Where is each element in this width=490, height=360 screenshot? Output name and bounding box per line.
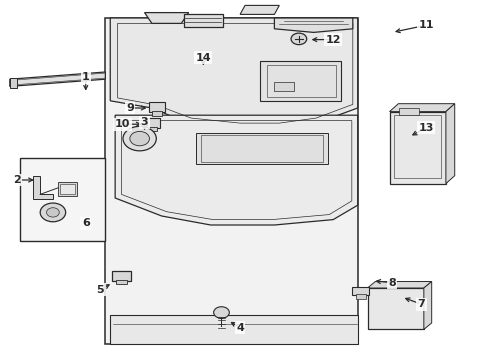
Bar bbox=[112, 271, 131, 281]
Text: 8: 8 bbox=[388, 278, 396, 288]
Polygon shape bbox=[390, 104, 455, 112]
Polygon shape bbox=[145, 13, 189, 23]
Text: 2: 2 bbox=[13, 175, 21, 185]
Polygon shape bbox=[110, 18, 358, 128]
Polygon shape bbox=[184, 14, 223, 27]
Text: 3: 3 bbox=[141, 117, 148, 127]
Polygon shape bbox=[33, 176, 53, 199]
Bar bbox=[390, 112, 446, 184]
Text: 11: 11 bbox=[418, 20, 434, 30]
Bar bbox=[149, 102, 165, 112]
Circle shape bbox=[47, 208, 59, 217]
Polygon shape bbox=[115, 115, 358, 225]
Bar bbox=[105, 18, 358, 344]
Bar bbox=[60, 184, 75, 194]
Bar bbox=[356, 294, 366, 299]
Text: 6: 6 bbox=[82, 218, 90, 228]
Bar bbox=[368, 288, 424, 329]
Bar bbox=[152, 111, 162, 116]
Polygon shape bbox=[424, 282, 432, 329]
Text: 5: 5 bbox=[97, 285, 104, 295]
Text: 13: 13 bbox=[418, 123, 434, 133]
Bar bbox=[260, 61, 341, 101]
Bar bbox=[20, 158, 105, 241]
Circle shape bbox=[40, 203, 66, 222]
Text: 1: 1 bbox=[82, 72, 90, 82]
Text: 9: 9 bbox=[126, 103, 134, 113]
Bar bbox=[110, 315, 358, 344]
Bar bbox=[116, 280, 127, 284]
Polygon shape bbox=[10, 78, 17, 88]
Bar bbox=[394, 115, 441, 178]
Polygon shape bbox=[274, 18, 353, 32]
Polygon shape bbox=[240, 5, 279, 14]
Bar bbox=[196, 133, 328, 164]
Bar bbox=[399, 108, 419, 115]
Circle shape bbox=[291, 33, 307, 45]
Bar bbox=[147, 118, 160, 128]
Polygon shape bbox=[10, 72, 105, 86]
Text: 7: 7 bbox=[417, 299, 425, 309]
Circle shape bbox=[123, 126, 156, 151]
Polygon shape bbox=[368, 282, 432, 288]
Text: 14: 14 bbox=[196, 53, 211, 63]
Circle shape bbox=[214, 307, 229, 318]
Circle shape bbox=[130, 131, 149, 146]
Bar bbox=[274, 82, 294, 91]
Text: 12: 12 bbox=[325, 35, 341, 45]
Bar bbox=[58, 182, 77, 196]
Bar bbox=[352, 287, 369, 295]
Bar bbox=[201, 135, 323, 162]
Bar bbox=[267, 65, 336, 97]
Text: 10: 10 bbox=[115, 119, 130, 129]
Text: 4: 4 bbox=[236, 323, 244, 333]
Polygon shape bbox=[446, 104, 455, 184]
Bar bbox=[149, 127, 157, 131]
